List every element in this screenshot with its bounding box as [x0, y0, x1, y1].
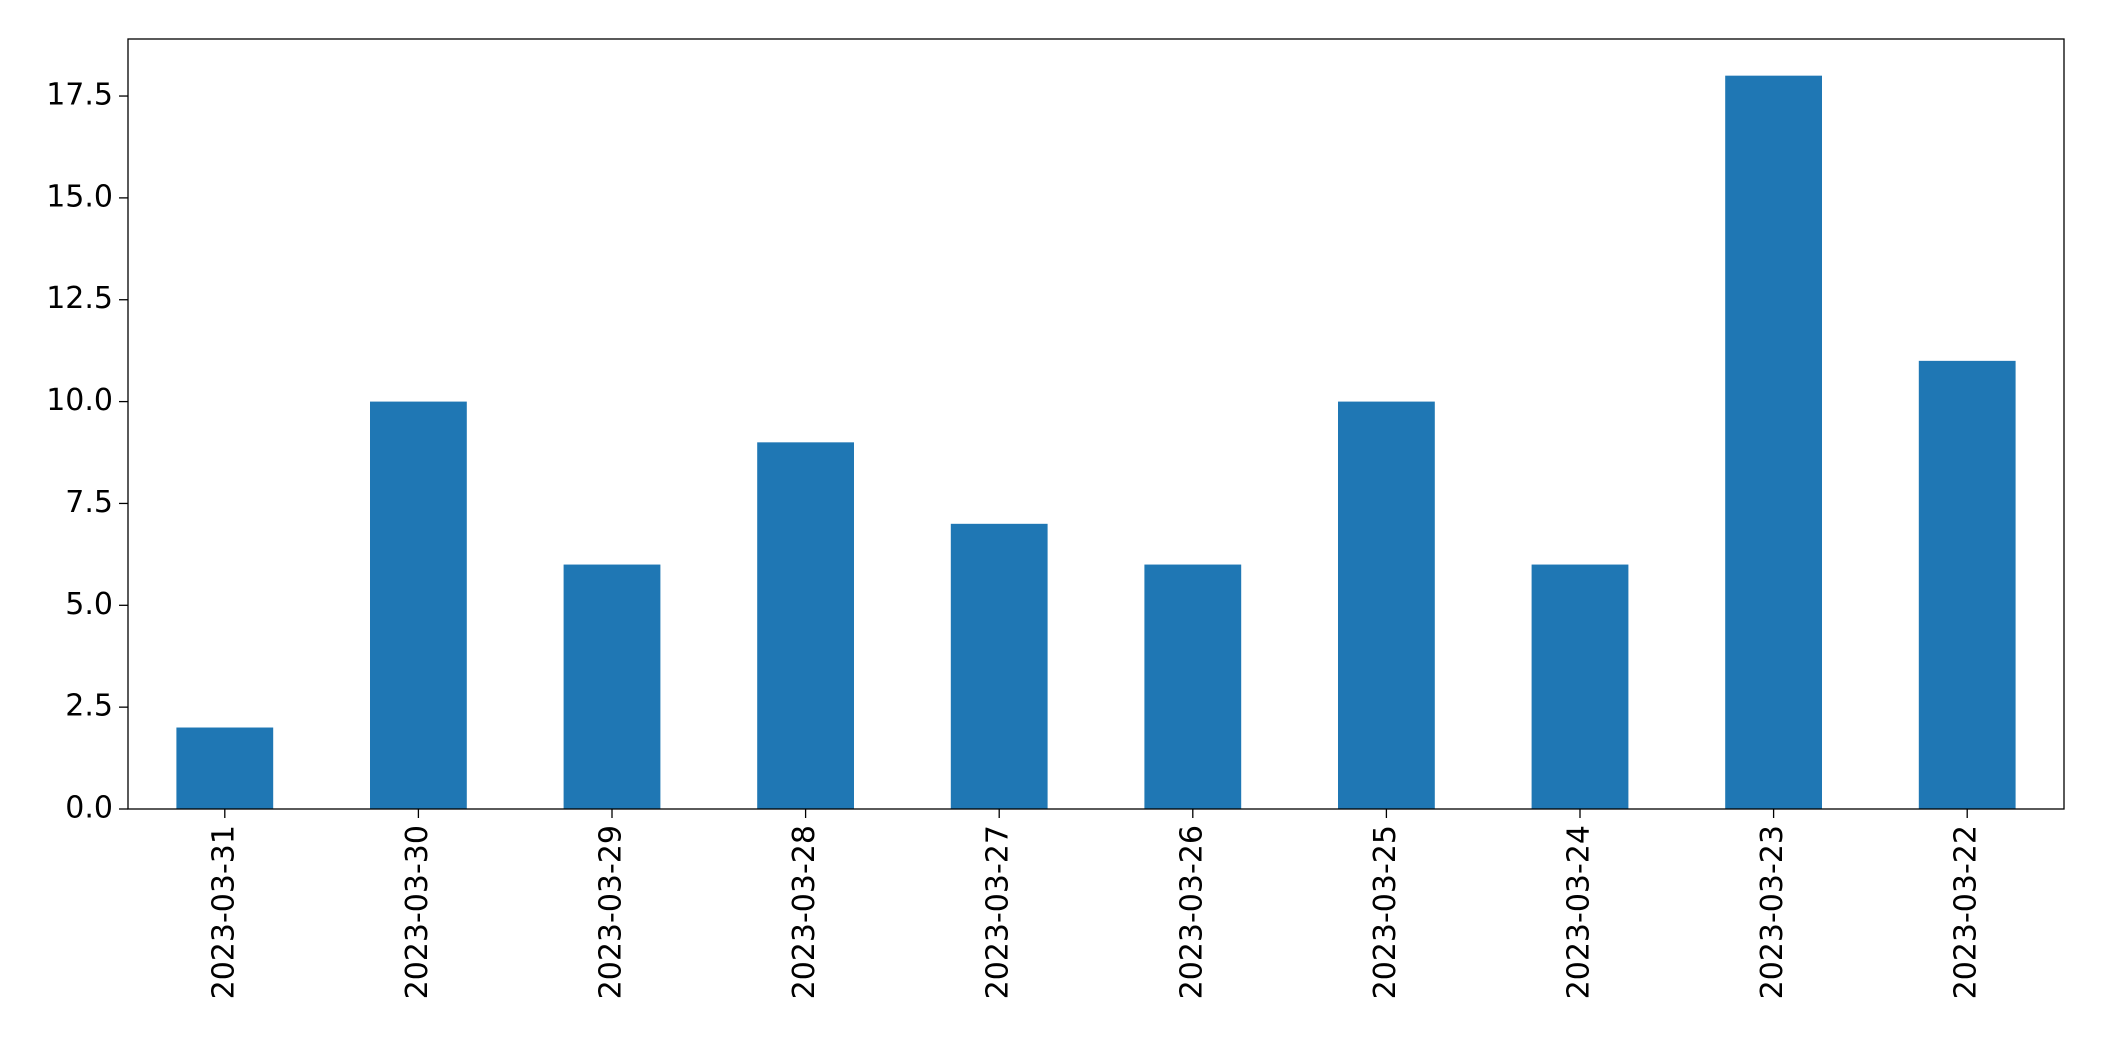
y-tick-label: 12.5: [46, 281, 113, 316]
bar: [176, 727, 274, 809]
x-tick-label: 2023-03-24: [1562, 825, 1597, 999]
bar: [1918, 360, 2016, 809]
x-tick-label: 2023-03-26: [1174, 825, 1209, 999]
x-tick-label: 2023-03-23: [1755, 825, 1790, 999]
bar: [1725, 75, 1822, 809]
x-tick-label: 2023-03-31: [206, 825, 241, 999]
x-tick-label: 2023-03-25: [1368, 825, 1403, 999]
y-tick-label: 10.0: [46, 383, 113, 418]
y-tick-label: 15.0: [46, 179, 113, 214]
y-tick-label: 7.5: [65, 485, 113, 520]
bar: [1144, 564, 1242, 809]
bar: [757, 442, 854, 809]
x-tick-label: 2023-03-28: [787, 825, 822, 999]
y-tick-label: 2.5: [65, 689, 113, 724]
bar: [1531, 564, 1629, 809]
bar: [1338, 401, 1435, 809]
bar: [370, 401, 467, 809]
x-tick-label: 2023-03-27: [981, 825, 1016, 999]
bar: [950, 523, 1048, 809]
x-tick-label: 2023-03-22: [1949, 825, 1984, 999]
bar: [563, 564, 661, 809]
y-tick-label: 17.5: [46, 78, 113, 113]
plot-frame: [127, 38, 2065, 810]
y-tick-label: 5.0: [65, 587, 113, 622]
x-tick-label: 2023-03-29: [594, 825, 629, 999]
y-tick-label: 0.0: [65, 791, 113, 826]
x-tick-label: 2023-03-30: [400, 825, 435, 999]
